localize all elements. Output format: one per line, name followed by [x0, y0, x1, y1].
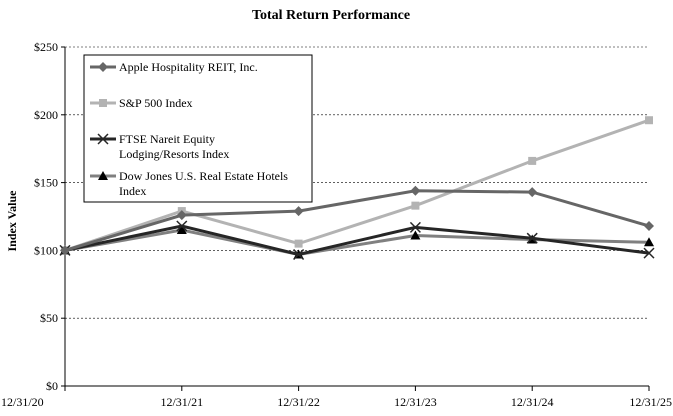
y-tick-label: $250 — [34, 40, 58, 54]
y-axis-label: Index Value — [5, 190, 19, 252]
series-layer — [59, 116, 655, 260]
data-point — [410, 230, 421, 240]
axes: $0 $50 $100 $150 $200 $250 12/31/20 12/31/21 12/… — [1, 40, 672, 409]
data-point — [644, 237, 654, 247]
data-point — [643, 247, 655, 259]
legend-entry: S&P 500 Index — [90, 96, 193, 110]
y-tick-label: $150 — [34, 176, 58, 190]
data-point — [528, 156, 537, 165]
x-marker-stroke — [409, 221, 421, 233]
legend-label: Dow Jones U.S. Real Estate Hotels — [119, 169, 288, 183]
x-marker-stroke — [643, 247, 655, 259]
data-point — [526, 232, 538, 244]
series-line — [64, 224, 650, 257]
x-marker-stroke — [97, 133, 109, 145]
data-point — [411, 201, 420, 210]
legend-swatch-marker — [98, 62, 108, 72]
x-tick-label: 12/31/22 — [277, 395, 320, 409]
legend-box — [83, 54, 313, 203]
x-tick-label: 12/31/21 — [160, 395, 203, 409]
legend-entry: Apple Hospitality REIT, Inc. — [90, 60, 258, 74]
legend-label: S&P 500 Index — [119, 96, 193, 110]
legend-swatch-marker — [97, 133, 109, 145]
x-tick-label: 12/31/23 — [394, 395, 437, 409]
data-point — [527, 187, 538, 198]
legend-swatch-marker — [99, 99, 107, 107]
series-0 — [60, 185, 654, 256]
data-point — [176, 220, 188, 232]
y-tick-label: $100 — [34, 243, 58, 257]
y-tick-label: $0 — [46, 379, 58, 393]
data-point — [645, 116, 653, 125]
legend-label: Index — [119, 184, 146, 198]
x-tick-label: 12/31/25 — [629, 395, 672, 409]
legend-label: FTSE Nareit Equity — [119, 132, 215, 146]
y-tick-label: $200 — [34, 108, 58, 122]
data-point — [644, 220, 654, 231]
x-marker-stroke — [526, 232, 538, 244]
legend-label: Lodging/Resorts Index — [119, 147, 229, 161]
data-point — [294, 239, 303, 248]
data-point — [409, 221, 421, 233]
x-tick-label: 12/31/24 — [511, 395, 554, 409]
data-point — [293, 206, 304, 217]
data-point — [176, 210, 187, 221]
legend: Apple Hospitality REIT, Inc. S&P 500 Inde… — [83, 54, 313, 203]
series-2 — [59, 220, 655, 260]
x-marker-stroke — [293, 248, 305, 260]
series-line — [64, 189, 650, 252]
data-point — [410, 185, 421, 196]
x-tick-label: 12/31/20 — [1, 395, 44, 409]
data-point — [293, 248, 305, 260]
data-point — [60, 245, 70, 256]
data-point — [176, 225, 187, 235]
legend-label: Apple Hospitality REIT, Inc. — [119, 60, 258, 74]
x-marker-stroke — [176, 220, 188, 232]
y-tick-label: $50 — [40, 311, 58, 325]
legend-swatch-marker — [98, 171, 108, 180]
chart-title: Total Return Performance — [252, 8, 410, 23]
series-line — [64, 118, 650, 252]
